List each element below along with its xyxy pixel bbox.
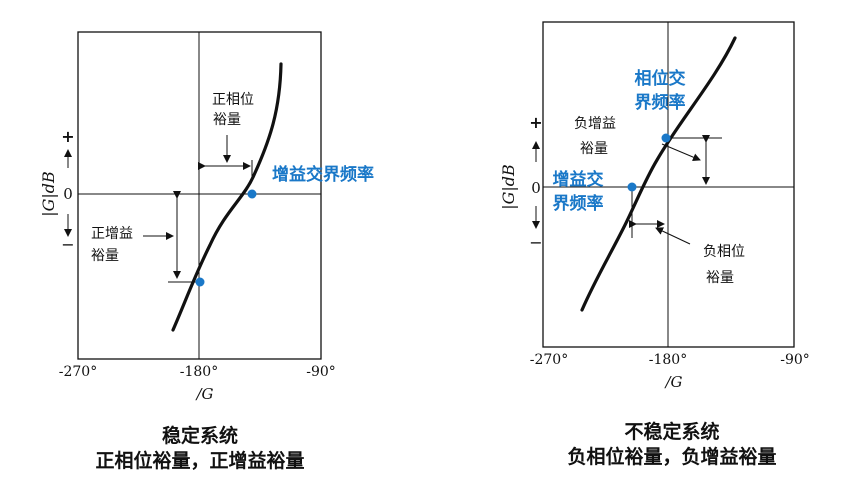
unstable-plus-sign: + bbox=[529, 113, 542, 132]
stable-zero-label: 0 bbox=[63, 185, 73, 203]
unstable-tick-180: -180° bbox=[649, 352, 687, 368]
stable-gain-margin-label-1: 正增益 bbox=[91, 226, 133, 242]
stable-plus-sign: + bbox=[61, 127, 74, 146]
stable-phase-crossover-point bbox=[195, 277, 205, 287]
unstable-minus-sign: − bbox=[529, 233, 542, 252]
stable-phase-margin-label-2: 裕量 bbox=[213, 112, 241, 128]
stable-caption: 稳定系统 正相位裕量，正增益裕量 bbox=[30, 424, 370, 474]
unstable-gain-crossover-label-2: 界频率 bbox=[553, 193, 604, 214]
unstable-nyquist-curve bbox=[580, 36, 737, 312]
unstable-phase-margin-label-2: 裕量 bbox=[706, 270, 734, 286]
stable-minus-sign: − bbox=[61, 235, 74, 254]
unstable-gain-margin-leader bbox=[661, 143, 701, 161]
unstable-phase-margin-leader bbox=[655, 227, 691, 245]
stable-nyquist-curve bbox=[171, 62, 283, 332]
unstable-gain-margin-label-2: 裕量 bbox=[580, 141, 608, 157]
unstable-gain-crossover-point bbox=[627, 182, 637, 192]
unstable-gain-crossover-label-1: 增益交 bbox=[553, 169, 604, 190]
stable-tick-180: -180° bbox=[180, 364, 218, 380]
unstable-tick-90: -90° bbox=[780, 352, 810, 368]
stable-tick-90: -90° bbox=[306, 364, 336, 380]
unstable-x-axis-label: /G bbox=[663, 373, 682, 391]
unstable-caption: 不稳定系统 负相位裕量，负增益裕量 bbox=[502, 420, 842, 470]
unstable-zero-label: 0 bbox=[531, 179, 541, 197]
stable-plot: + 0 − |G|dB 正相位 裕量 正增益 裕量 增益交界频率 -270° -… bbox=[39, 31, 374, 403]
unstable-y-axis-label: |G|dB bbox=[499, 164, 518, 210]
unstable-gain-margin-label-1: 负增益 bbox=[574, 116, 616, 132]
unstable-phase-crossover-label-1: 相位交 bbox=[635, 68, 686, 89]
stable-phase-margin-label-1: 正相位 bbox=[212, 92, 254, 108]
unstable-phase-crossover-label-2: 界频率 bbox=[635, 92, 686, 113]
stable-y-axis-label: |G|dB bbox=[39, 171, 58, 217]
stable-caption-title: 稳定系统 bbox=[161, 425, 238, 447]
unstable-plot: + 0 − |G|dB 相位交 界频率 负增益 裕量 增益交 界频率 负相位 裕… bbox=[499, 21, 810, 391]
stable-tick-270: -270° bbox=[59, 364, 97, 380]
unstable-phase-margin-label-1: 负相位 bbox=[703, 244, 745, 260]
stable-gain-crossover-point bbox=[247, 189, 257, 199]
stable-crossover-label: 增益交界频率 bbox=[272, 164, 374, 185]
stable-gain-margin-label-2: 裕量 bbox=[91, 248, 119, 264]
unstable-caption-title: 不稳定系统 bbox=[624, 421, 720, 443]
unstable-tick-270: -270° bbox=[530, 352, 568, 368]
unstable-phase-crossover-point bbox=[661, 133, 671, 143]
stable-x-axis-label: /G bbox=[194, 385, 213, 403]
stable-caption-subtitle: 正相位裕量，正增益裕量 bbox=[95, 450, 305, 472]
unstable-caption-subtitle: 负相位裕量，负增益裕量 bbox=[567, 446, 777, 468]
